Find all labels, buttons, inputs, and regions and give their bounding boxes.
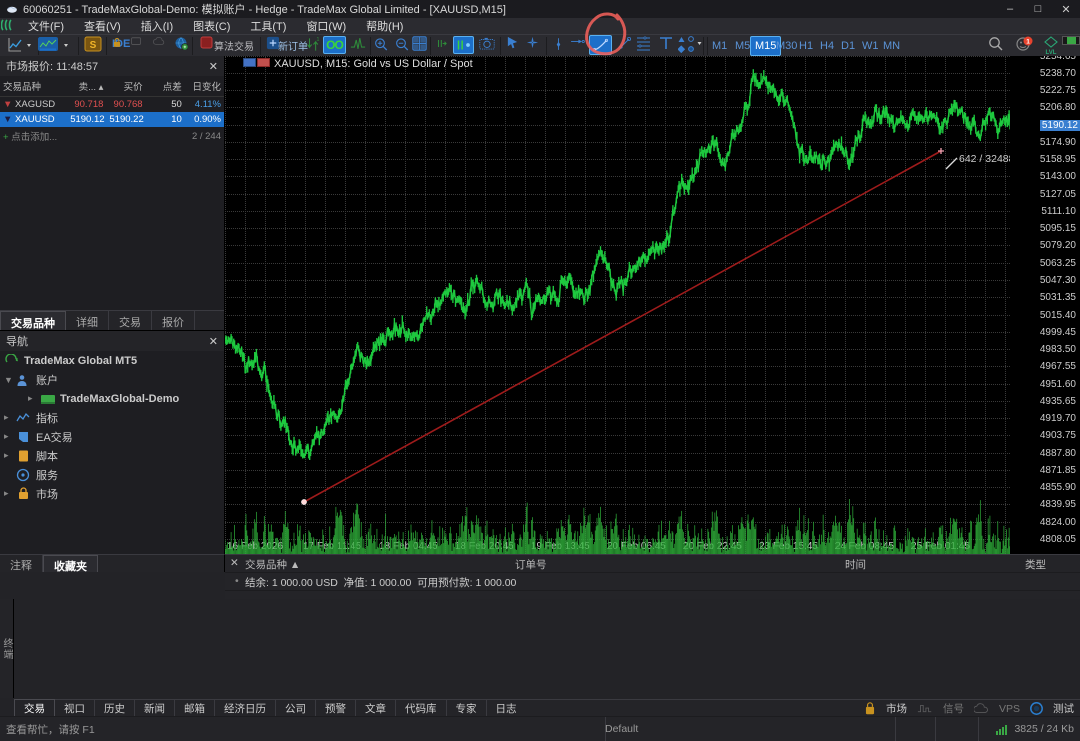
svg-text:S: S xyxy=(90,40,97,51)
svg-text:1: 1 xyxy=(317,37,320,43)
svg-text:1: 1 xyxy=(1026,38,1030,45)
svg-text:642 / 32488 / 28.9°: 642 / 32488 / 28.9° xyxy=(959,153,1010,165)
